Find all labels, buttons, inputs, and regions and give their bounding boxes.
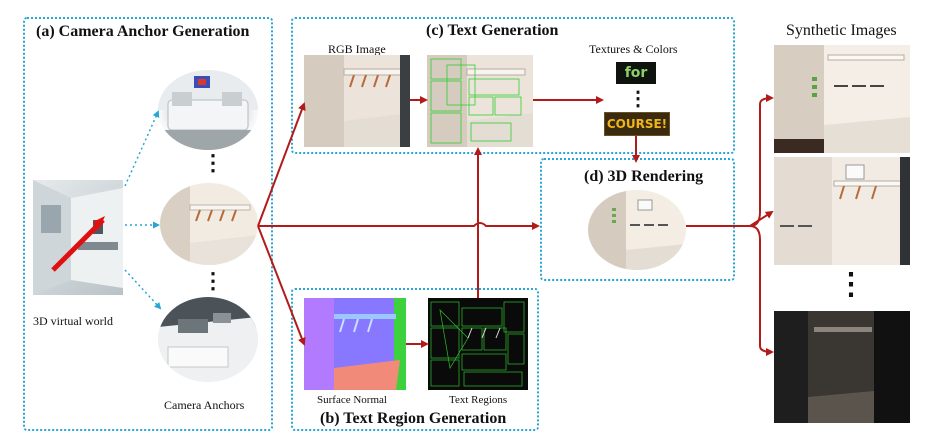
- camera-anchor-image-3: [158, 297, 258, 382]
- text-region-overlay-image: [427, 55, 533, 147]
- camera-anchors-label: Camera Anchors: [164, 398, 245, 412]
- synthetic-images-label: Synthetic Images: [786, 22, 897, 39]
- virtual-world-label: 3D virtual world: [33, 314, 113, 328]
- rendered-image: [588, 190, 686, 270]
- camera-anchor-title: (a) Camera Anchor Generation: [36, 23, 250, 40]
- texture-ellipsis: ⋮: [628, 88, 648, 110]
- camera-anchor-image-2: [160, 183, 258, 265]
- surface-normal-image: [304, 298, 406, 390]
- camera-anchor-image-1: [158, 70, 258, 150]
- flow-render-to-output-2: [749, 210, 774, 227]
- text-generation-panel: [291, 17, 735, 154]
- textures-colors-label: Textures & Colors: [589, 42, 678, 56]
- text-region-panel: [291, 288, 539, 431]
- rgb-image-label: RGB Image: [328, 42, 386, 56]
- anchor-ellipsis-1: ⋮: [202, 150, 224, 175]
- flow-to-render: [258, 222, 540, 230]
- texture-word-course: COURSE!: [604, 112, 670, 136]
- synthetic-image-2: [774, 157, 910, 265]
- synthetic-image-3: [774, 311, 910, 423]
- texture-word-for: for: [616, 62, 656, 84]
- text-region-title: (b) Text Region Generation: [320, 410, 507, 427]
- rgb-image: [304, 55, 410, 147]
- rendering-title: (d) 3D Rendering: [584, 168, 704, 185]
- text-regions-label: Text Regions: [449, 394, 508, 406]
- virtual-world-image: [33, 180, 123, 295]
- anchor-ellipsis-2: ⋮: [202, 268, 224, 293]
- synthetic-image-1: [774, 45, 910, 153]
- flow-render-to-output-3: [749, 225, 774, 356]
- synthetic-ellipsis: ⋮: [836, 268, 866, 301]
- surface-normal-label: Surface Normal: [317, 394, 387, 406]
- text-generation-title: (c) Text Generation: [426, 22, 559, 39]
- text-regions-image: [428, 298, 528, 390]
